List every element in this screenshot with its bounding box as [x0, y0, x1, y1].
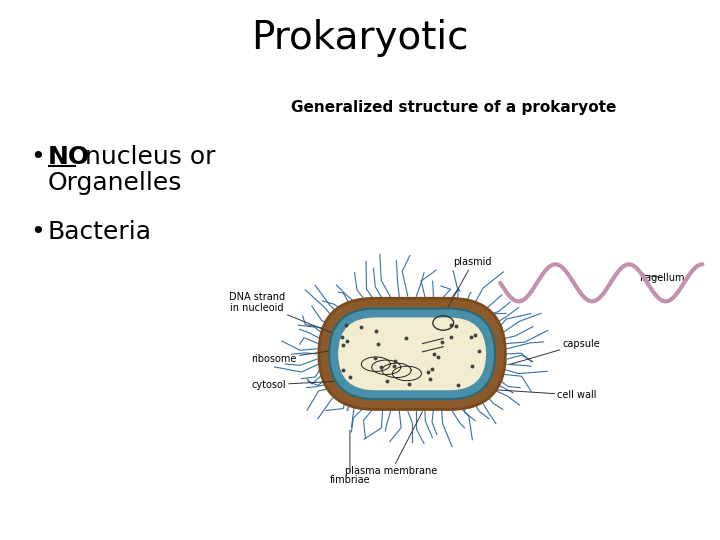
Text: •: • [30, 145, 45, 169]
Text: NO: NO [48, 145, 90, 169]
Text: ribosome: ribosome [251, 343, 381, 364]
Text: Prokaryotic: Prokaryotic [251, 19, 469, 57]
Text: fimbriae: fimbriae [330, 430, 370, 484]
Text: capsule: capsule [510, 339, 600, 364]
Text: •: • [30, 220, 45, 244]
FancyBboxPatch shape [329, 308, 495, 399]
Text: flagellum: flagellum [640, 273, 685, 282]
FancyBboxPatch shape [319, 298, 505, 409]
Text: DNA strand
in nucleoid: DNA strand in nucleoid [228, 292, 397, 359]
Text: cell wall: cell wall [497, 390, 597, 400]
Text: Generalized structure of a prokaryote: Generalized structure of a prokaryote [291, 99, 616, 114]
Text: Bacteria: Bacteria [48, 220, 152, 244]
Text: nucleus or: nucleus or [77, 145, 215, 169]
Text: plasmid: plasmid [444, 257, 492, 316]
Text: cytosol: cytosol [251, 380, 371, 390]
FancyBboxPatch shape [338, 317, 487, 391]
Text: Organelles: Organelles [48, 171, 182, 195]
Text: plasma membrane: plasma membrane [346, 411, 438, 476]
